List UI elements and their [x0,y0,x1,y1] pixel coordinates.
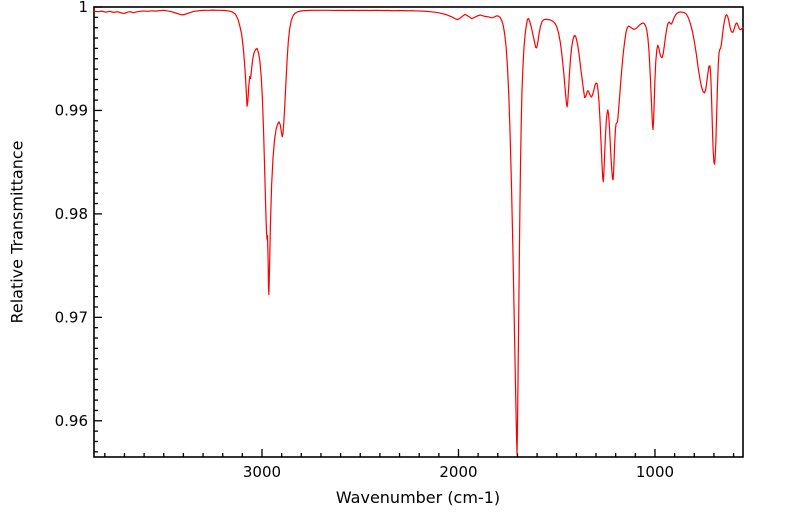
spectrum-line [93,9,744,455]
plot-frame [93,6,744,458]
y-tick-label: 0.96 [55,412,88,430]
y-tick-label: 0.99 [55,101,88,119]
y-axis-title: Relative Transmittance [7,140,27,324]
x-tick-label: 3000 [243,463,281,481]
y-tick-label: 0.97 [55,308,88,326]
x-tick-label: 2000 [439,463,477,481]
x-axis-title: Wavenumber (cm-1) [335,488,501,507]
x-tick-label: 1000 [636,463,674,481]
y-tick-label: 0.98 [55,205,88,223]
y-tick-label: 1 [78,0,88,16]
